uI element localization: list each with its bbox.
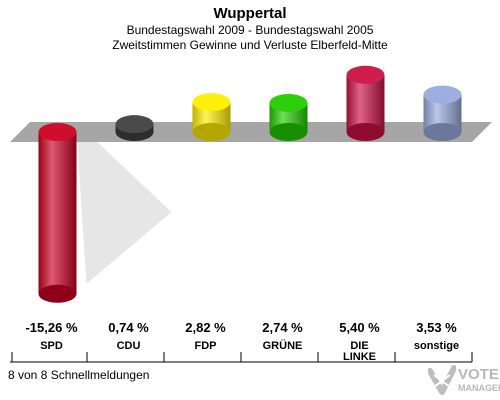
category-label-die-linke: DIE LINKE [343, 340, 376, 363]
bar-top-cap-fdp [192, 93, 231, 112]
category-label-grüne: GRÜNE [263, 339, 303, 352]
vote-manager-logo: VOTE MANAGER [427, 365, 500, 397]
category-label-fdp: FDP [195, 340, 217, 352]
value-label-die-linke: 5,40 % [339, 320, 380, 335]
bar-bottom-cap-fdp [192, 123, 231, 141]
bar-top-cap-die-linke [346, 65, 385, 84]
chart-title: Wuppertal [213, 5, 287, 22]
baseline-band-shape [10, 122, 492, 142]
bar-top-cap-grüne [269, 93, 308, 112]
logo-word-manager: MANAGER [458, 383, 500, 393]
bar-top-cap-cdu [115, 115, 154, 134]
baseline-band [10, 122, 492, 142]
bar-shadow-spd [76, 132, 172, 284]
bar-die-linke [346, 74, 385, 132]
report-status-text: 8 von 8 Schnellmeldungen [8, 368, 150, 382]
category-axis: SPD CDU FDP GRÜNE DIE LINKE sonstige [10, 339, 473, 363]
value-label-layer: -15,26 % 0,74 % 2,82 % 2,74 % 5,40 % 3,53 % [25, 320, 457, 335]
bar-bottom-cap-grüne [269, 123, 308, 141]
value-label-grüne: 2,74 % [262, 320, 303, 335]
value-label-cdu: 0,74 % [108, 320, 149, 335]
category-label-sonstige: sonstige [414, 340, 459, 352]
chart-subtitle-district: Zweitstimmen Gewinne und Verluste Elberf… [112, 38, 388, 52]
bar-bottom-cap-sonstige [423, 123, 462, 141]
bar-top-cap-spd [38, 123, 77, 141]
value-label-fdp: 2,82 % [185, 320, 226, 335]
vote-manager-check-icon [427, 365, 457, 395]
chart-subtitle-comparison: Bundestagswahl 2009 - Bundestagswahl 200… [126, 23, 374, 37]
bar-top-cap-sonstige [423, 85, 462, 104]
value-label-spd: -15,26 % [25, 320, 77, 335]
category-label-cdu: CDU [117, 340, 141, 352]
shadow-layer [76, 132, 172, 284]
category-label-spd: SPD [40, 340, 63, 352]
bar-bottom-cap-die-linke [346, 123, 385, 141]
logo-word-vote: VOTE [458, 366, 499, 383]
bar-spd [38, 132, 77, 294]
bar-bottom-cap-spd [38, 284, 77, 303]
bar-layer [38, 65, 462, 303]
value-label-sonstige: 3,53 % [416, 320, 457, 335]
